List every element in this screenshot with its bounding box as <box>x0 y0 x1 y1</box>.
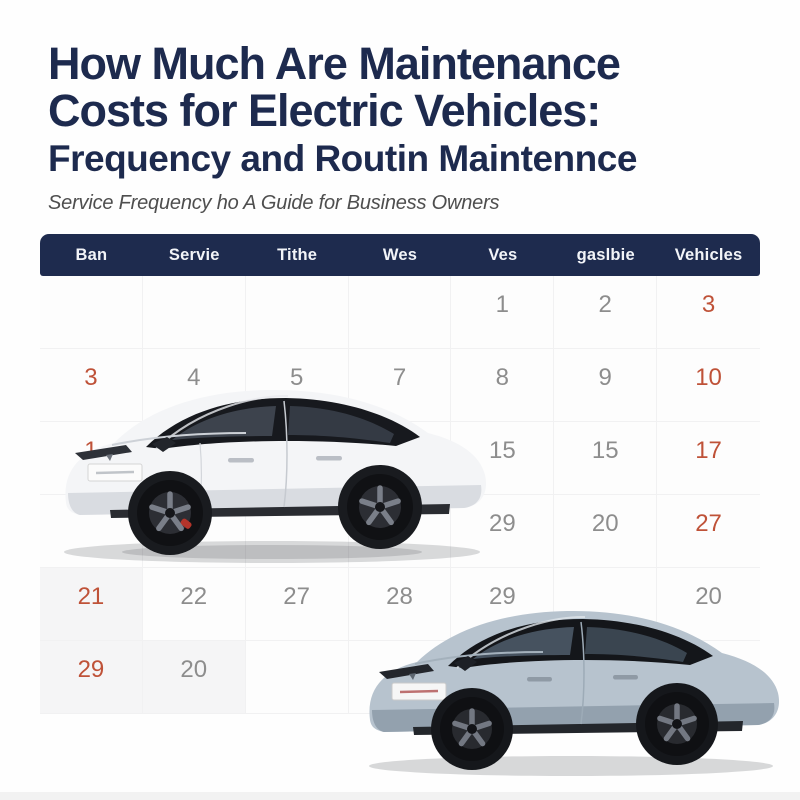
calendar-day-cell[interactable]: 3 <box>40 349 143 422</box>
calendar-day-cell[interactable]: 20 <box>142 641 246 714</box>
header: How Much Are Maintenance Costs for Elect… <box>48 40 758 215</box>
calendar-day-cell[interactable] <box>245 641 349 714</box>
calendar-day-cell[interactable]: 2 <box>554 276 658 349</box>
calendar-header-cell: Wes <box>382 245 418 264</box>
blue-ev-car-image <box>355 568 787 780</box>
calendar-header-cell: gaslbie <box>576 245 635 264</box>
calendar-day-cell[interactable] <box>348 276 452 349</box>
calendar-header-row: Ban Servie Tithe Wes Ves gaslbie Vehicles <box>40 234 760 276</box>
blue-car-illustration <box>369 610 780 776</box>
calendar-day-cell[interactable]: 29 <box>451 495 555 568</box>
page-subtitle: Service Frequency ho A Guide for Busines… <box>48 192 500 215</box>
calendar-day-cell[interactable]: 15 <box>451 422 555 495</box>
white-car-illustration <box>64 389 487 563</box>
page-title-line1: How Much Are Maintenance <box>48 38 621 89</box>
calendar-day-cell[interactable]: 15 <box>554 422 658 495</box>
footer-band <box>0 792 800 800</box>
calendar-day-cell[interactable]: 3 <box>657 276 760 349</box>
calendar-day-cell[interactable] <box>245 276 349 349</box>
calendar-day-cell[interactable]: 10 <box>657 349 760 422</box>
calendar-day-cell[interactable]: 9 <box>554 349 658 422</box>
calendar-day-cell[interactable] <box>40 276 143 349</box>
calendar-header-cell: Ves <box>488 245 518 264</box>
page-title-line2: Costs for Electric Vehicles: <box>48 85 601 137</box>
calendar-day-cell[interactable]: 27 <box>657 495 760 568</box>
page-title-line3: Frequency and Routin Maintennce <box>48 137 637 179</box>
calendar-day-cell[interactable]: 20 <box>657 568 760 641</box>
calendar-day-cell[interactable]: 8 <box>451 349 555 422</box>
calendar-day-cell[interactable]: 28 <box>348 568 452 641</box>
calendar-day-cell[interactable] <box>348 495 452 568</box>
calendar-day-cell[interactable]: 20 <box>554 495 658 568</box>
calendar-header-cell: Ban <box>75 245 108 264</box>
calendar-day-cell[interactable]: 29 <box>40 641 143 714</box>
calendar-header-cell: Servie <box>168 245 220 264</box>
calendar-day-cell[interactable]: 17 <box>657 422 760 495</box>
calendar-day-cell[interactable]: 27 <box>245 568 349 641</box>
calendar-day-cell[interactable]: 21 <box>40 568 143 641</box>
calendar-header-cell: Vehicles <box>674 245 743 264</box>
calendar-day-cell[interactable] <box>142 276 246 349</box>
calendar-day-cell[interactable] <box>142 495 246 568</box>
calendar-day-cell[interactable]: 1 <box>451 276 555 349</box>
calendar-day-cell[interactable]: 22 <box>142 568 246 641</box>
calendar-header-cell: Tithe <box>277 245 318 264</box>
white-ev-car-image <box>50 345 495 567</box>
